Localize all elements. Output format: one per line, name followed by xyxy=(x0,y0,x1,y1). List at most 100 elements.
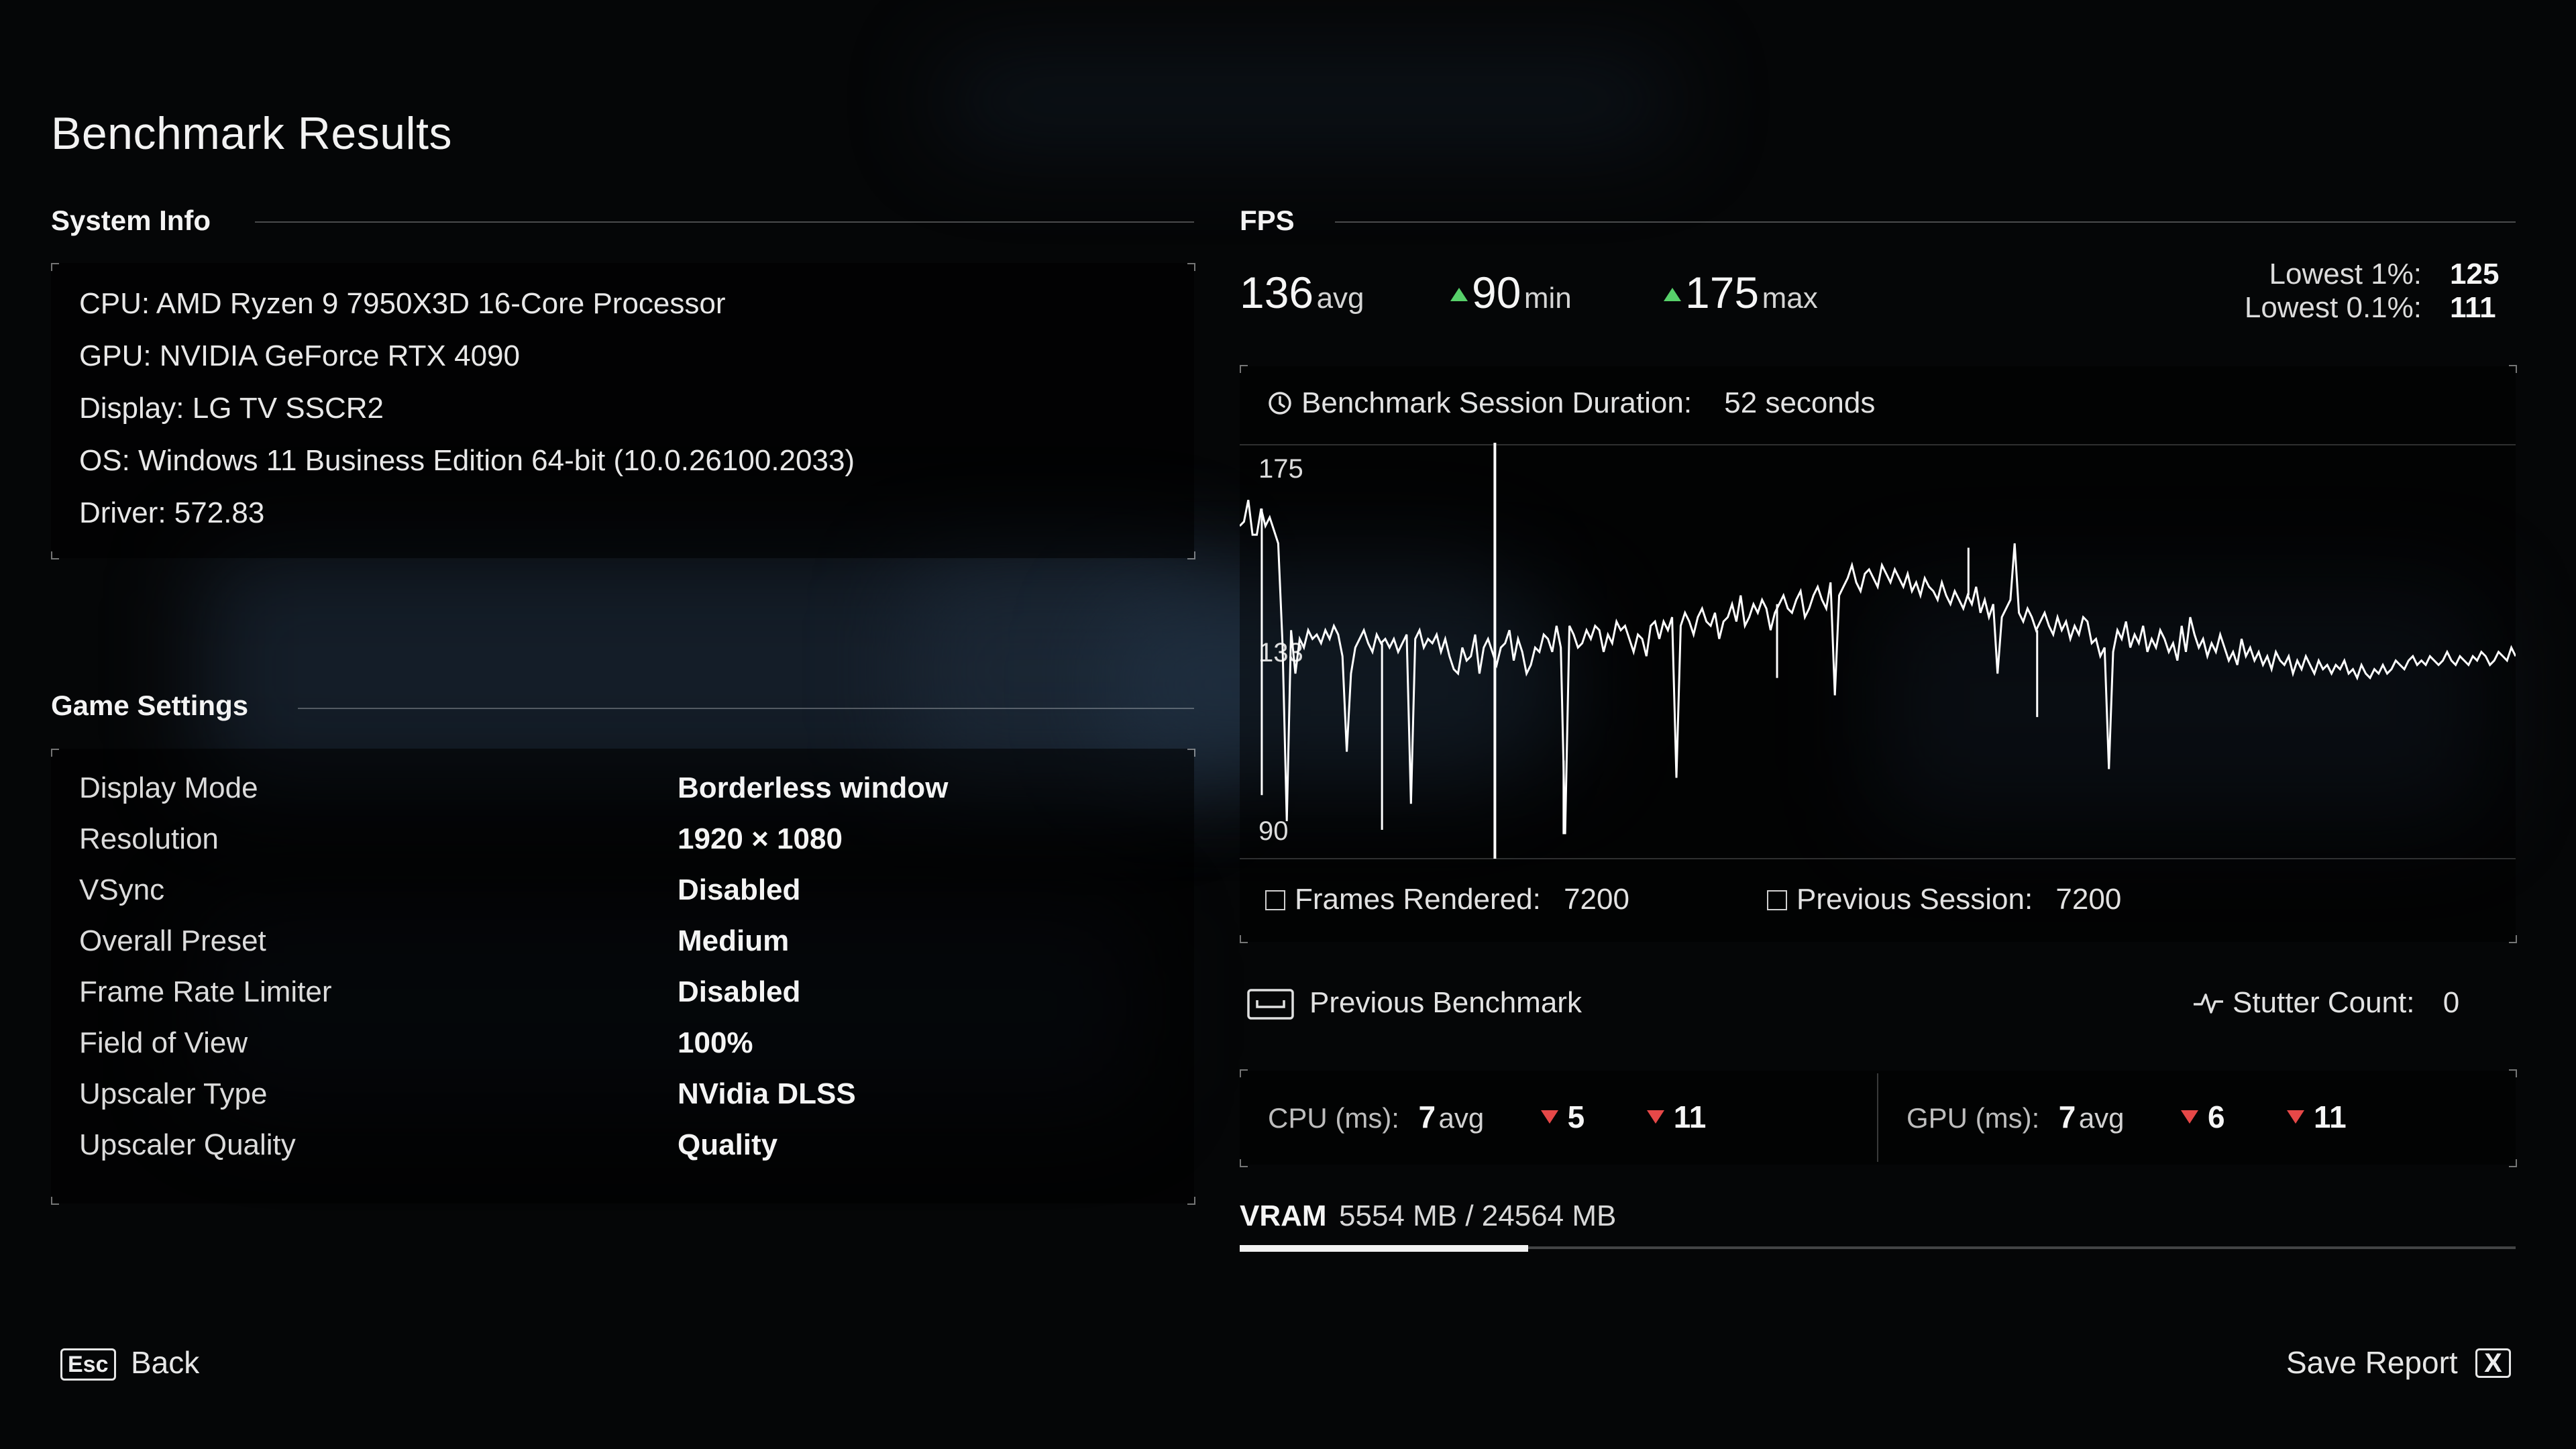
esc-key-icon: Esc xyxy=(60,1348,116,1381)
fps-spikes xyxy=(1260,508,2039,835)
corner-bracket xyxy=(2509,935,2517,943)
game-settings-divider xyxy=(298,708,1194,709)
frames-rendered: Frames Rendered: 7200 xyxy=(1265,883,1629,916)
fps-chart: 175 133 90 xyxy=(1240,443,2516,859)
corner-bracket xyxy=(2509,1069,2517,1077)
lowest-01-value: 111 xyxy=(2450,291,2496,324)
fps-min-unit: min xyxy=(1523,282,1572,315)
setting-field-of-view-label: Field of View xyxy=(79,1026,248,1059)
setting-vsync-value: Disabled xyxy=(678,873,801,906)
page-title: Benchmark Results xyxy=(51,108,453,159)
previous-session: Previous Session: 7200 xyxy=(1767,883,2121,916)
frames-rendered-value: 7200 xyxy=(1564,883,1629,916)
system-info-os: OS: Windows 11 Business Edition 64-bit (… xyxy=(79,444,855,477)
vram-usage: VRAM 5554 MB / 24564 MB xyxy=(1240,1199,1616,1233)
session-duration-value: 52 seconds xyxy=(1724,386,1876,419)
fps-max-unit: max xyxy=(1762,282,1818,315)
cpu-ms-min: 5 xyxy=(1567,1099,1585,1134)
vram-bar-track xyxy=(1240,1245,2516,1252)
up-arrow-icon xyxy=(1664,288,1681,301)
benchmark-icon xyxy=(1247,989,1294,1020)
cpu-ms-avg: 7 xyxy=(1418,1099,1436,1134)
system-info-cpu: CPU: AMD Ryzen 9 7950X3D 16-Core Process… xyxy=(79,287,726,320)
corner-bracket xyxy=(51,263,59,271)
corner-bracket xyxy=(1187,749,1195,757)
x-key-icon: X xyxy=(2475,1348,2511,1378)
session-duration-label: Benchmark Session Duration: xyxy=(1301,386,1693,419)
lowest-1-label: Lowest 1%: xyxy=(2269,258,2422,290)
clock-icon xyxy=(1269,392,1291,415)
fps-avg-value: 136 xyxy=(1240,268,1314,317)
system-info-driver: Driver: 572.83 xyxy=(79,496,265,529)
fps-min-value: 90 xyxy=(1472,268,1521,317)
fps-avg: 136 avg xyxy=(1240,267,1364,318)
setting-field-of-view-value: 100% xyxy=(678,1026,753,1059)
previous-session-label: Previous Session: xyxy=(1796,883,2033,916)
cpu-ms-label: CPU (ms): xyxy=(1268,1102,1399,1134)
frames-rendered-checkbox[interactable] xyxy=(1265,890,1285,910)
vram-bar-fill xyxy=(1240,1245,1528,1252)
stutter-count-value: 0 xyxy=(2443,986,2460,1019)
fps-max-value: 175 xyxy=(1685,268,1760,317)
setting-overall-preset-label: Overall Preset xyxy=(79,924,266,957)
game-settings-panel xyxy=(51,749,1194,1203)
back-label: Back xyxy=(130,1345,200,1380)
vram-value: 5554 MB / 24564 MB xyxy=(1339,1199,1617,1232)
back-button[interactable]: Esc Back xyxy=(60,1344,199,1381)
setting-frame-rate-limiter-value: Disabled xyxy=(678,975,801,1008)
cpu-ms-avg-unit: avg xyxy=(1438,1102,1485,1134)
gpu-ms-max: 11 xyxy=(2314,1099,2347,1134)
setting-vsync-label: VSync xyxy=(79,873,165,906)
y-tick-90: 90 xyxy=(1258,816,1289,846)
fps-min: 90 min xyxy=(1450,267,1572,318)
corner-bracket xyxy=(1187,263,1195,271)
gpu-ms-label: GPU (ms): xyxy=(1907,1102,2040,1134)
corner-bracket xyxy=(51,749,59,757)
setting-overall-preset-value: Medium xyxy=(678,924,790,957)
y-tick-175: 175 xyxy=(1258,454,1303,484)
corner-bracket xyxy=(51,551,59,559)
save-report-button[interactable]: Save Report X xyxy=(2286,1344,2511,1381)
cpu-ms-max: 11 xyxy=(1673,1099,1707,1134)
gpu-ms-min: 6 xyxy=(2207,1099,2225,1134)
gpu-ms-avg: 7 xyxy=(2058,1099,2076,1134)
down-arrow-icon xyxy=(1646,1110,1664,1124)
system-info-display: Display: LG TV SSCR2 xyxy=(79,392,384,425)
corner-bracket xyxy=(1240,365,1248,373)
fps-divider xyxy=(1335,221,2516,223)
setting-display-mode-label: Display Mode xyxy=(79,771,258,804)
setting-display-mode-value: Borderless window xyxy=(678,771,949,804)
stutter-count: Stutter Count: 0 xyxy=(2192,986,2459,1020)
down-arrow-icon xyxy=(1540,1110,1558,1124)
lowest-01-label: Lowest 0.1%: xyxy=(2244,291,2422,324)
previous-session-checkbox[interactable] xyxy=(1767,890,1787,910)
fps-avg-unit: avg xyxy=(1316,282,1364,315)
setting-frame-rate-limiter-label: Frame Rate Limiter xyxy=(79,975,332,1008)
corner-bracket xyxy=(51,1197,59,1205)
corner-bracket xyxy=(1240,935,1248,943)
setting-upscaler-type-label: Upscaler Type xyxy=(79,1077,268,1110)
cpu-frame-time: CPU (ms): 7 avg 5 11 xyxy=(1268,1099,1706,1135)
gpu-frame-time: GPU (ms): 7 avg 6 11 xyxy=(1907,1099,2347,1135)
fps-series-line xyxy=(1240,500,2516,835)
frame-time-divider xyxy=(1877,1073,1878,1162)
system-info-heading: System Info xyxy=(51,205,211,236)
down-arrow-icon xyxy=(2287,1110,2305,1124)
setting-upscaler-quality-value: Quality xyxy=(678,1128,778,1161)
pulse-icon xyxy=(2194,994,2223,1014)
lowest-1-value: 125 xyxy=(2450,258,2500,290)
down-arrow-icon xyxy=(2180,1110,2198,1124)
setting-upscaler-type-value: NVidia DLSS xyxy=(678,1077,856,1110)
corner-bracket xyxy=(1240,1159,1248,1167)
system-info-divider xyxy=(255,221,1194,223)
corner-bracket xyxy=(1187,551,1195,559)
stutter-count-label: Stutter Count: xyxy=(2233,986,2415,1019)
previous-session-value: 7200 xyxy=(2055,883,2122,916)
frames-rendered-label: Frames Rendered: xyxy=(1295,883,1541,916)
system-info-gpu: GPU: NVIDIA GeForce RTX 4090 xyxy=(79,339,520,372)
corner-bracket xyxy=(1240,1069,1248,1077)
save-report-label: Save Report xyxy=(2286,1345,2458,1380)
previous-benchmark-button[interactable]: Previous Benchmark xyxy=(1246,986,1582,1020)
setting-resolution-label: Resolution xyxy=(79,822,219,855)
system-info-panel xyxy=(51,263,1194,558)
